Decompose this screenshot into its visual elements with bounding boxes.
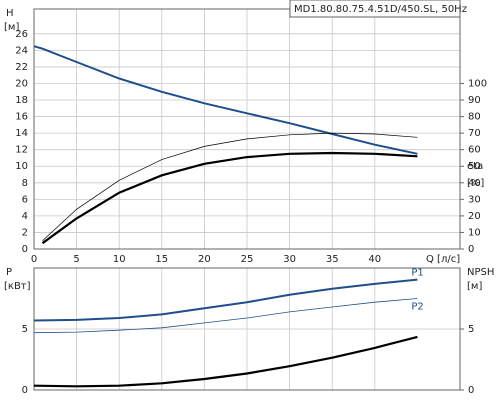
plot-frame [33,8,461,250]
y-tick-label: 16 [15,112,28,123]
y-tick-label: 5 [22,324,28,335]
y2-tick-label: 100 [468,78,487,89]
y-tick-label: 24 [15,45,28,56]
series-line [41,151,418,245]
x-tick-label: 20 [198,254,211,265]
y2-axis-label: NPSH [467,267,494,278]
y2-tick-label: 80 [468,112,481,123]
series-line [33,335,418,388]
y-tick-label: 0 [22,244,28,255]
y2-axis-unit: [м] [467,281,482,292]
y2-tick-label: 50 [468,161,481,172]
series-line [42,132,418,241]
x-tick-label: 35 [326,254,339,265]
y-tick-label: 6 [22,194,28,205]
y2-tick-label: 0 [468,244,474,255]
y2-axis-label: eta [467,161,483,172]
x-tick-label: 25 [241,254,254,265]
series-line [33,45,418,155]
x-tick-label: 15 [155,254,168,265]
y2-tick-label: 30 [468,194,481,205]
x-tick-label: 30 [283,254,296,265]
y2-tick-label: 90 [468,95,481,106]
y2-tick-label: 40 [468,178,481,189]
series-line [33,298,418,334]
y-tick-label: 8 [22,178,28,189]
series-line [33,278,418,322]
x-tick-label: 40 [368,254,381,265]
y-tick-label: 26 [15,29,28,40]
y-axis-unit: [кВт] [4,281,31,292]
y2-tick-label: 0 [468,385,474,396]
y-axis-label: H [6,8,14,19]
y-axis-label: P [6,267,12,278]
x-tick-label: 5 [73,254,79,265]
y-tick-label: 18 [15,95,28,106]
y-tick-label: 20 [15,78,28,89]
y-tick-label: 14 [15,128,28,139]
y2-tick-label: 60 [468,145,481,156]
y-axis-unit: [м] [4,22,19,33]
y-tick-label: 4 [22,211,28,222]
chart-title: MD1.80.80.75.4.51D/450.SL, 50Hz [294,4,467,15]
y-tick-label: 0 [22,385,28,396]
y2-axis-unit: [%] [467,178,484,189]
x-axis-label: Q [л/с] [426,254,460,265]
y-tick-label: 12 [15,145,28,156]
y2-tick-label: 70 [468,128,481,139]
y-tick-label: 10 [15,161,28,172]
x-tick-label: 0 [31,254,37,265]
series-label: P2 [411,302,423,313]
series-label: P1 [411,268,423,279]
y2-tick-label: 5 [468,324,474,335]
x-tick-label: 10 [113,254,126,265]
y-tick-label: 22 [15,62,28,73]
y-tick-label: 2 [22,227,28,238]
title-box [289,0,461,18]
y2-tick-label: 10 [468,227,481,238]
y2-tick-label: 20 [468,211,481,222]
